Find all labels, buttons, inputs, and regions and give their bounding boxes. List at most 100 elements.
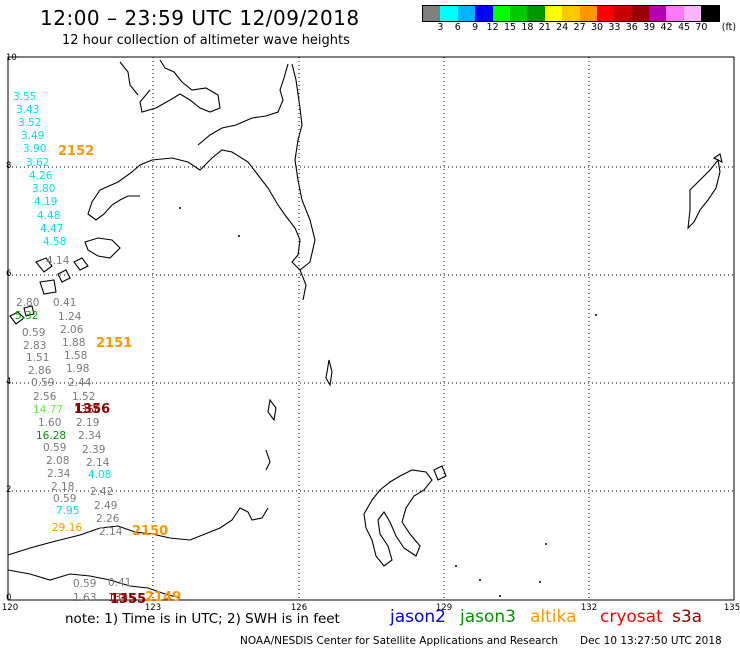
map-frame	[7, 56, 735, 601]
lat-label: 2	[6, 485, 11, 495]
scale-label: 9	[472, 22, 479, 33]
swh-value: 2.08	[46, 455, 69, 467]
legend-altika-label: altika	[530, 607, 577, 627]
pass-id-orange: 2152	[58, 144, 94, 159]
lon-label: 126	[291, 603, 307, 613]
swh-value: 1.52	[72, 391, 95, 403]
legend-jason3: jason3	[460, 607, 516, 627]
legend-s3a: s3a	[672, 607, 702, 627]
coast-papua-small	[712, 153, 723, 164]
coast-morotai	[433, 465, 447, 481]
swh-value: 1.63	[73, 592, 96, 604]
swh-value: 0.41	[53, 297, 76, 309]
coast-sulawesi-north	[7, 507, 269, 556]
scale-swatch	[666, 6, 684, 21]
scale-swatch	[527, 6, 545, 21]
scale-swatch	[701, 6, 719, 21]
color-scale-bar	[422, 5, 720, 22]
scale-swatch	[579, 6, 597, 21]
scale-label: 12	[486, 22, 499, 33]
coast-basilan	[84, 237, 121, 259]
swh-value: 1.98	[66, 363, 89, 375]
scale-label: 70	[695, 22, 708, 33]
scale-swatch	[614, 6, 632, 21]
pass-id-brown: 1355	[110, 592, 146, 607]
lat-label: 0	[6, 593, 11, 603]
swh-value: 4.47	[40, 223, 63, 235]
swh-value: 2.34	[78, 430, 102, 442]
scale-label: 18	[521, 22, 534, 33]
lon-label: 123	[145, 603, 161, 613]
pass-id-orange: 2151	[96, 336, 132, 351]
swh-value: 2.14	[86, 457, 110, 469]
scale-label: 30	[590, 22, 604, 33]
swh-value: 2.34	[47, 468, 71, 480]
map-subtitle: 12 hour collection of altimeter wave hei…	[62, 33, 350, 48]
legend-cryosat: cryosat	[600, 607, 663, 627]
scale-label: 45	[677, 22, 691, 33]
swh-values-other: 14.77 16.28 5.32 29.16 1356 1355	[15, 310, 135, 604]
swh-value: 4.48	[37, 210, 60, 222]
color-scale-labels: 3 6 9 12 15 18 21 24 27 30 33 36 39 42 45 70 (ft)	[422, 22, 740, 34]
coast-halmahera	[363, 469, 433, 567]
swh-value-brown: 1356	[74, 404, 101, 416]
coast-bohol	[139, 59, 221, 113]
coast-papua-islands	[687, 158, 721, 230]
swh-value: 4.14	[46, 255, 70, 267]
scale-swatch	[631, 6, 650, 21]
swh-value: 4.58	[43, 236, 66, 248]
swh-value: 4.08	[88, 469, 111, 481]
coast-mindanao-north	[99, 63, 316, 271]
scale-swatch	[596, 6, 615, 21]
lon-label: 120	[2, 603, 18, 613]
swh-value: 4.19	[34, 196, 57, 208]
scale-label: 39	[643, 22, 656, 33]
swh-value-brown: 1355	[108, 592, 135, 604]
lon-label: 135	[724, 603, 740, 613]
pass-id-orange: 2149	[145, 590, 181, 605]
swh-value: 3.62	[26, 157, 49, 169]
lon-axis-labels: 120 123 126 129 132 135	[2, 603, 740, 613]
legend-jason3-label: jason3	[460, 607, 516, 627]
pass-ids: 2152 2151 2150 2149 1356 1355	[58, 144, 181, 607]
swh-value: 2.44	[68, 377, 92, 389]
swh-value: 0.59	[22, 327, 45, 339]
swh-value: 1.58	[64, 350, 87, 362]
swh-value: 2.19	[76, 417, 99, 429]
swh-value: 0.41	[108, 577, 131, 589]
swh-value: 1.51	[26, 352, 49, 364]
swh-value: 0.59	[31, 377, 54, 389]
coast-sangihe-2	[265, 449, 271, 471]
swh-value: 2.26	[96, 513, 120, 525]
scale-label: 27	[573, 22, 586, 33]
swh-value: 2.14	[99, 526, 123, 538]
swh-values-gray: 4.14 2.80 0.41 1.24 0.59 2.06 2.83 1.88 …	[16, 255, 131, 604]
swh-value: 2.86	[28, 365, 52, 377]
swh-value: 2.06	[60, 324, 84, 336]
coast-sulu-3	[73, 257, 89, 271]
credit-line: NOAA/NESDIS Center for Satellite Applica…	[240, 635, 558, 647]
scale-swatch	[440, 6, 458, 21]
swh-value: 2.83	[23, 340, 46, 352]
swh-value: 0.59	[53, 493, 76, 505]
coast-sulu-4	[39, 279, 57, 295]
coast-sulu-2	[57, 269, 71, 283]
swh-value: 3.43	[16, 104, 39, 116]
swh-values-cyan: 3.55 3.43 3.52 3.49 3.90 3.62 4.26 3.80 …	[13, 91, 111, 517]
swh-value: 0.59	[73, 578, 96, 590]
coast-zamboanga	[87, 189, 140, 221]
lat-label: 8	[6, 161, 11, 171]
swh-value-dark-green: 5.32	[15, 310, 38, 322]
swh-value-dark-green: 16.28	[36, 430, 66, 442]
swh-value: 2.49	[94, 500, 117, 512]
coast-tawi-2	[23, 305, 35, 317]
lat-axis-labels: 10 8 6 4 2 0	[6, 53, 17, 603]
coast-sulu-1	[35, 257, 53, 273]
swh-value: 2.42	[90, 486, 113, 498]
scale-label: 21	[538, 22, 551, 33]
swh-value: 1.88	[62, 337, 85, 349]
scale-label: 15	[503, 22, 517, 33]
swh-value: 7.95	[56, 505, 79, 517]
islets	[179, 207, 597, 597]
